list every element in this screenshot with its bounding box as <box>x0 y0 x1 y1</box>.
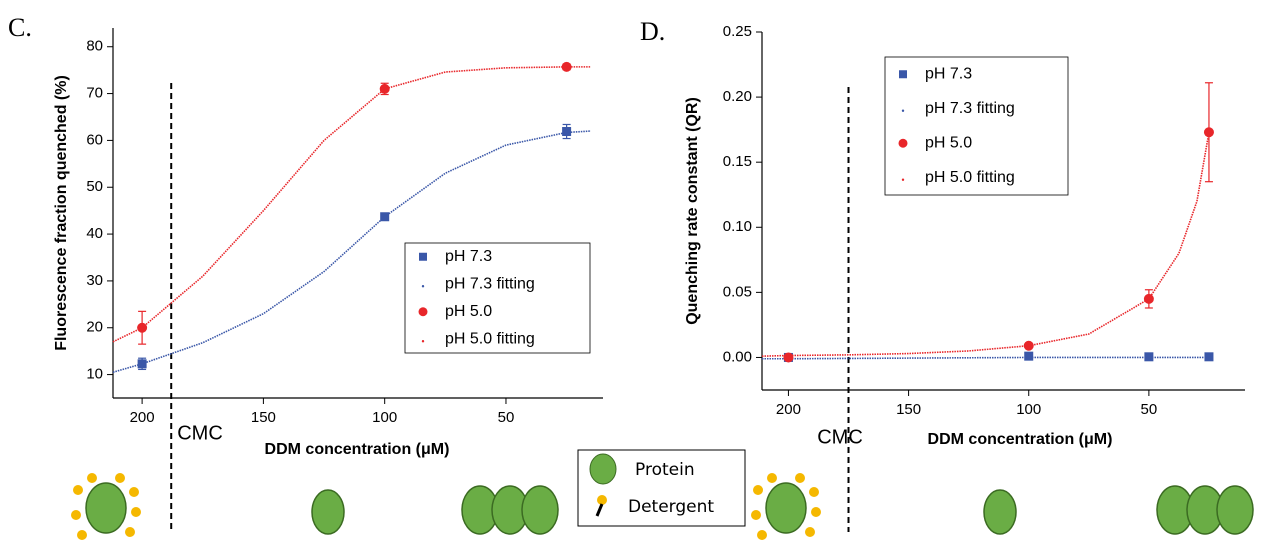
protein <box>85 482 127 534</box>
protein <box>765 482 807 534</box>
x-tick-label: 150 <box>896 401 921 418</box>
diagram-label: Protein <box>635 460 695 480</box>
legend-label: pH 7.3 fitting <box>925 100 1015 117</box>
legend-marker <box>899 70 907 79</box>
large-micelle <box>71 473 821 540</box>
y-tick-label: 50 <box>86 178 103 195</box>
point <box>137 322 148 333</box>
y-axis-title: Fluorescence fraction quenched (%) <box>53 75 70 351</box>
legend-marker <box>901 178 905 181</box>
x-tick-label: 100 <box>1016 401 1041 418</box>
legend-label: pH 7.3 <box>445 248 492 265</box>
point <box>783 352 794 363</box>
protein <box>521 485 559 535</box>
point <box>1144 352 1154 362</box>
cmc-label: CMC <box>177 422 223 444</box>
protein <box>983 489 1017 535</box>
y-tick-label: 10 <box>86 366 103 383</box>
fit-line <box>761 132 1210 357</box>
protein <box>1216 485 1254 535</box>
legend-marker <box>898 138 908 148</box>
x-tick-label: 50 <box>1141 401 1158 418</box>
legend-label: pH 5.0 <box>925 134 972 151</box>
y-tick-label: 40 <box>86 225 103 242</box>
legend-marker <box>419 252 427 261</box>
point <box>380 212 390 222</box>
x-axis-title: DDM concentration (μM) <box>928 431 1113 448</box>
panel-label: D. <box>640 17 665 46</box>
y-axis-title: Quenching rate constant (QR) <box>684 97 701 325</box>
legend-marker <box>901 109 905 112</box>
legend-label: pH 5.0 <box>445 303 492 320</box>
point <box>562 127 572 137</box>
y-tick-label: 30 <box>86 272 103 289</box>
point <box>1023 340 1034 351</box>
x-tick-label: 200 <box>130 409 155 426</box>
protein <box>311 489 345 535</box>
fit-line <box>112 130 591 374</box>
y-tick-label: 0.00 <box>723 348 752 365</box>
fit-line <box>762 356 1209 360</box>
y-tick-label: 0.15 <box>723 153 752 170</box>
detergent-head <box>597 495 607 505</box>
point <box>1204 352 1214 362</box>
y-tick-label: 0.25 <box>723 23 752 40</box>
x-tick-label: 50 <box>498 409 515 426</box>
x-axis-title: DDM concentration (μM) <box>265 441 450 458</box>
legend-marker <box>421 340 425 343</box>
point <box>1024 351 1034 361</box>
legend-label: pH 7.3 <box>925 65 972 82</box>
legend-label: pH 5.0 fitting <box>445 330 535 347</box>
y-tick-label: 0.05 <box>723 283 752 300</box>
x-tick-label: 200 <box>776 401 801 418</box>
fit-line <box>112 66 591 343</box>
x-tick-label: 100 <box>372 409 397 426</box>
y-tick-label: 0.10 <box>723 218 752 235</box>
legend-box <box>884 56 1069 196</box>
diagram-label: Detergent <box>628 497 714 517</box>
panel-label: C. <box>8 13 32 42</box>
legend-box <box>404 242 591 354</box>
cmc-label: CMC <box>817 426 863 448</box>
y-tick-label: 70 <box>86 85 103 102</box>
protein-icon <box>589 453 617 485</box>
diagram-legend: Protein Detergent <box>577 449 746 527</box>
y-tick-label: 80 <box>86 38 103 55</box>
detergent-tail <box>595 503 604 517</box>
y-tick-label: 0.20 <box>723 88 752 105</box>
x-tick-label: 150 <box>251 409 276 426</box>
y-tick-label: 20 <box>86 319 103 336</box>
legend-marker <box>418 307 428 317</box>
micelles <box>71 473 1254 540</box>
y-tick-label: 60 <box>86 131 103 148</box>
legend-label: pH 5.0 fitting <box>925 169 1015 186</box>
legend-marker <box>421 285 425 288</box>
legend-label: pH 7.3 fitting <box>445 275 535 292</box>
